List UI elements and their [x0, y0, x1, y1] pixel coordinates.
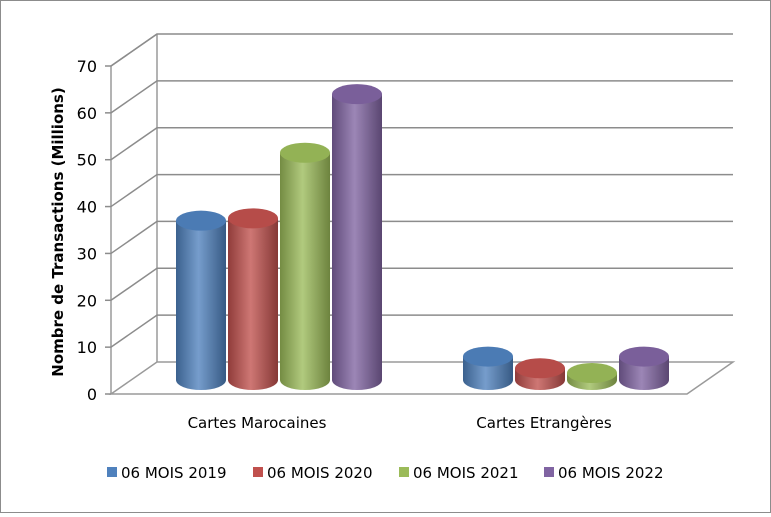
x-category-label: Cartes Marocaines — [188, 414, 327, 432]
bar-top — [463, 346, 513, 367]
y-tick-label: 50 — [77, 151, 97, 170]
gridline — [110, 267, 733, 301]
bar — [228, 208, 278, 390]
gridline — [110, 220, 733, 255]
legend-swatch — [107, 467, 117, 477]
bar — [463, 346, 513, 390]
bar — [332, 84, 382, 391]
y-tick-label: 20 — [77, 291, 97, 310]
y-axis-label: Nombre de Transactions (Millions) — [49, 87, 67, 376]
legend-label: 06 MOIS 2019 — [121, 464, 227, 482]
gridline — [110, 80, 733, 114]
y-tick-label: 10 — [77, 338, 97, 357]
gridlines — [110, 33, 733, 348]
x-category-label: Cartes Etrangères — [476, 414, 612, 432]
y-tick-label: 0 — [87, 385, 97, 404]
bar-body — [176, 220, 226, 390]
x-axis-categories: Cartes Marocaines Cartes Etrangères — [188, 414, 612, 432]
gridline — [110, 173, 733, 208]
y-tick-label: 30 — [77, 244, 97, 263]
bar-body — [280, 152, 330, 390]
bar-top — [280, 142, 330, 163]
bar-top — [567, 362, 617, 383]
bar — [567, 362, 617, 390]
bar-top — [332, 84, 382, 105]
gridline — [110, 33, 733, 67]
bar-body — [228, 218, 278, 390]
y-tick-label: 70 — [77, 57, 97, 76]
y-tick-label: 40 — [77, 198, 97, 217]
y-tick-label: 60 — [77, 104, 97, 123]
bars — [176, 84, 669, 391]
bar — [176, 210, 226, 390]
gridline — [110, 314, 733, 348]
y-axis-ticks: 0 10 20 30 40 50 60 70 — [77, 57, 111, 404]
bar-top — [515, 358, 565, 379]
bar-body — [332, 94, 382, 391]
bar-top — [176, 210, 226, 231]
bar-top — [228, 208, 278, 229]
bar — [619, 346, 669, 390]
legend-swatch — [253, 467, 263, 477]
legend-label: 06 MOIS 2020 — [267, 464, 373, 482]
bar — [280, 142, 330, 390]
legend: 06 MOIS 2019 06 MOIS 2020 06 MOIS 2021 06 M… — [107, 464, 664, 482]
bar — [515, 358, 565, 390]
bar-top — [619, 346, 669, 367]
gridline — [110, 126, 733, 161]
legend-label: 06 MOIS 2022 — [558, 464, 664, 482]
legend-swatch — [544, 467, 554, 477]
legend-label: 06 MOIS 2021 — [413, 464, 519, 482]
legend-swatch — [399, 467, 409, 477]
